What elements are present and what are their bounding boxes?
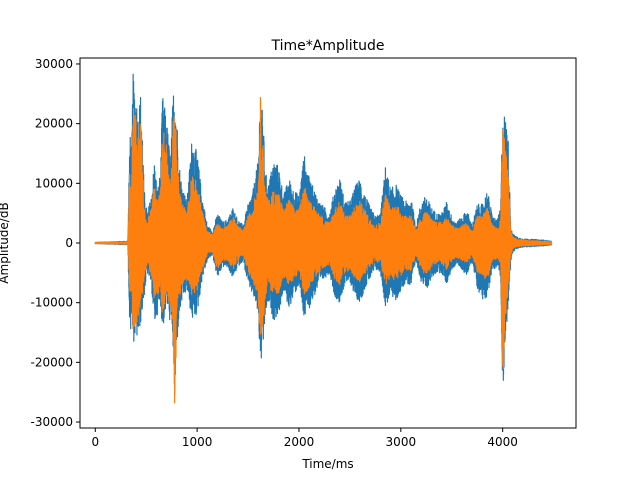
x-tick-label: 4000 (487, 435, 518, 449)
y-tick-label: 20000 (35, 117, 73, 131)
chart-title: Time*Amplitude (270, 38, 384, 54)
series-line-1 (94, 96, 553, 404)
y-tick-label: 30000 (35, 57, 73, 71)
y-tick-label: -10000 (30, 296, 73, 310)
x-axis-label: Time/ms (301, 457, 353, 471)
y-axis-label: Amplitude/dB (0, 202, 11, 283)
y-tick-label: -20000 (30, 355, 73, 369)
x-tick-label: 1000 (182, 435, 213, 449)
plot-frame (79, 57, 577, 429)
y-tick-label: 10000 (35, 176, 73, 190)
y-tick-label: 0 (65, 236, 73, 250)
plot-area (94, 73, 553, 404)
y-axis: -30000 -20000 -10000 0 10000 20000 30000 (30, 57, 80, 429)
y-tick-label: -30000 (30, 415, 73, 429)
x-tick-label: 2000 (284, 435, 315, 449)
x-tick-label: 0 (91, 435, 99, 449)
x-tick-label: 3000 (386, 435, 417, 449)
x-axis: 0 1000 2000 3000 4000 (91, 428, 518, 449)
